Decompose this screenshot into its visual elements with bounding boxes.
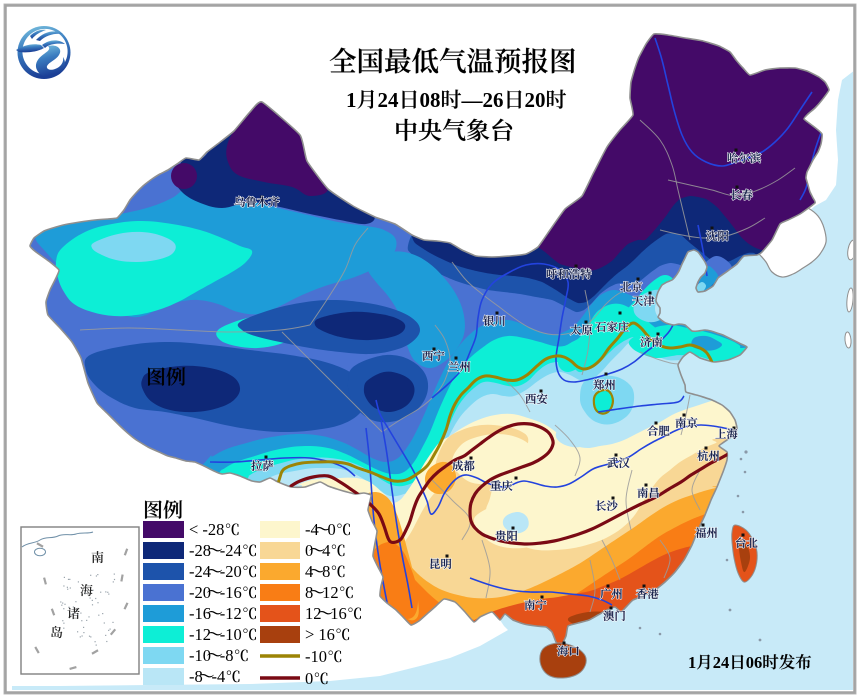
svg-text:8: 8 (322, 562, 330, 581)
svg-text:06: 06 (746, 653, 763, 672)
svg-text:26: 26 (483, 88, 504, 112)
svg-text:1: 1 (346, 88, 357, 112)
svg-text:-10: -10 (189, 646, 211, 665)
svg-text:-20: -20 (220, 562, 242, 581)
svg-text:< -28: < -28 (189, 520, 224, 539)
svg-text:-12: -12 (220, 604, 242, 623)
svg-text:-16: -16 (220, 583, 242, 602)
svg-text:> 16: > 16 (305, 625, 335, 644)
svg-text:-8: -8 (220, 646, 234, 665)
svg-text:0: 0 (328, 520, 336, 539)
svg-text:-24: -24 (220, 541, 242, 560)
svg-text:-20: -20 (189, 583, 211, 602)
svg-text:-4: -4 (305, 520, 319, 539)
svg-text:24: 24 (378, 88, 400, 112)
svg-text:8: 8 (305, 583, 313, 602)
svg-text:24: 24 (713, 653, 730, 672)
svg-text:-4: -4 (212, 667, 226, 686)
svg-text:12: 12 (305, 604, 322, 623)
svg-text:-16: -16 (189, 604, 211, 623)
svg-text:12: 12 (322, 583, 339, 602)
svg-text:-24: -24 (189, 562, 211, 581)
svg-text:4: 4 (305, 562, 313, 581)
svg-text:08: 08 (420, 88, 441, 112)
svg-text:4: 4 (322, 541, 330, 560)
svg-text:1: 1 (688, 653, 696, 672)
svg-text:16: 16 (330, 604, 347, 623)
svg-text:-12: -12 (189, 625, 211, 644)
svg-text:-10: -10 (305, 647, 327, 666)
svg-text:-10: -10 (220, 625, 242, 644)
svg-text:-8: -8 (189, 667, 203, 686)
svg-text:-28: -28 (189, 541, 211, 560)
svg-text:0: 0 (305, 541, 313, 560)
svg-text:20: 20 (525, 88, 546, 112)
svg-text:—: — (461, 88, 484, 112)
svg-text:0: 0 (305, 669, 313, 688)
